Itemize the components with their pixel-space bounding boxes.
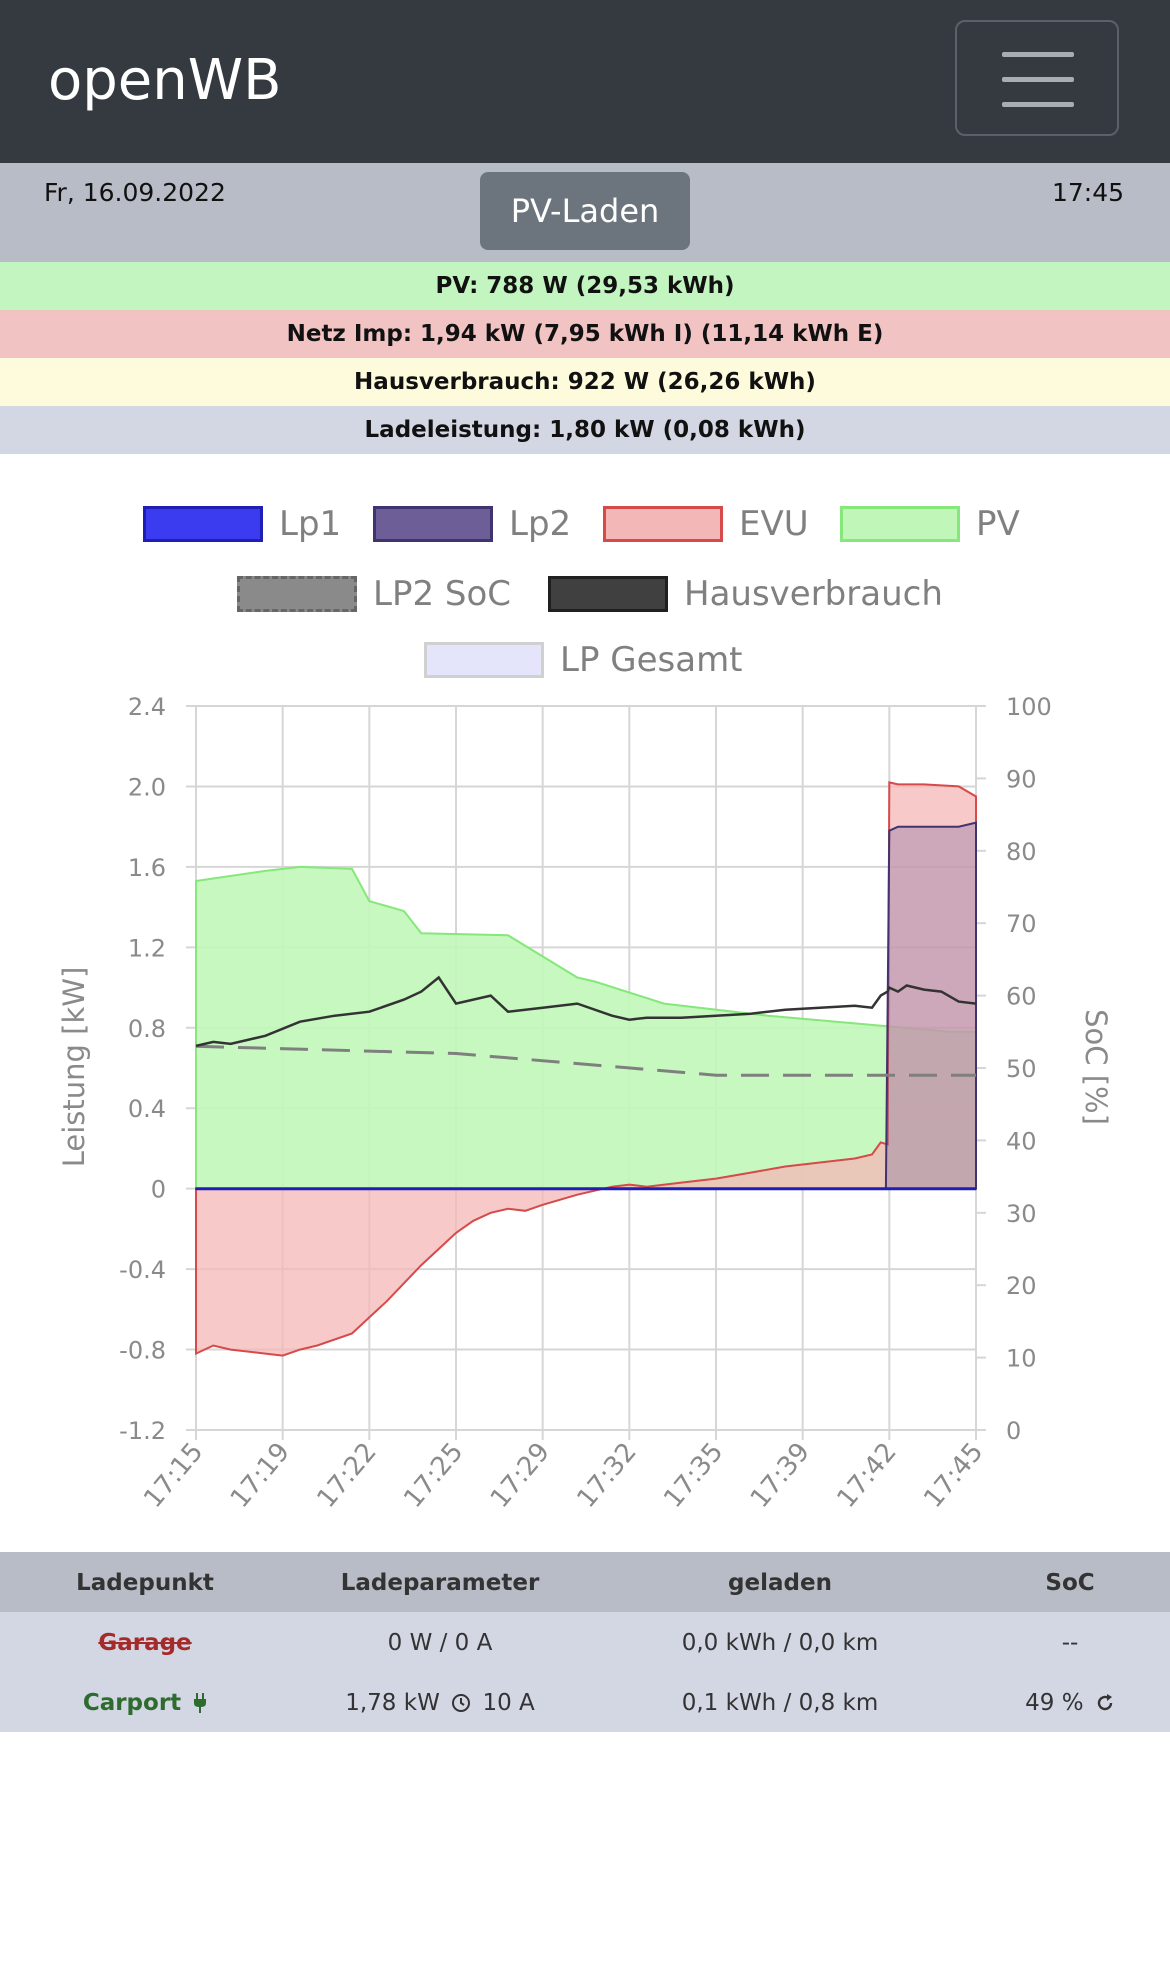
x-tick-label: 17:45: [918, 1437, 989, 1514]
legend-label: PV: [976, 504, 1020, 544]
legend-lp1[interactable]: Lp1: [143, 504, 341, 544]
legend-pv[interactable]: PV: [840, 504, 1020, 544]
menu-icon-bar: [1002, 77, 1074, 82]
charging-power-stat: Ladeleistung: 1,80 kW (0,08 kWh): [0, 406, 1170, 454]
legend-swatch: [424, 642, 544, 678]
power-chart: 2.42.01.61.20.80.40-0.4-0.8-1.2100908070…: [57, 693, 1113, 1514]
x-tick-label: 17:29: [485, 1437, 556, 1514]
grid-stat: Netz Imp: 1,94 kW (7,95 kWh I) (11,14 kW…: [0, 310, 1170, 358]
charge-point-name-carport: Carport: [82, 1690, 182, 1716]
hamburger-menu-button[interactable]: [955, 20, 1119, 136]
hausverbrauch-line: [195, 975, 977, 1048]
brand-title[interactable]: openWB: [48, 48, 282, 113]
legend-label: Lp2: [509, 504, 572, 544]
chart-lines: [195, 975, 977, 1191]
x-tick-label: 17:42: [832, 1437, 903, 1514]
y-tick-label: 0: [151, 1176, 166, 1204]
legend-label: EVU: [739, 504, 809, 544]
charge-power-carport: 1,78 kW: [345, 1690, 440, 1716]
x-tick-label: 17:32: [572, 1437, 643, 1514]
legend-lp-gesamt[interactable]: LP Gesamt: [424, 640, 743, 680]
x-tick-label: 17:35: [658, 1437, 729, 1514]
legend-swatch: [840, 506, 960, 542]
x-tick-label: 17:19: [225, 1437, 296, 1514]
charge-current-carport: 10 A: [482, 1690, 535, 1716]
refresh-icon[interactable]: [1095, 1693, 1115, 1713]
y-tick-label: 0.4: [128, 1095, 166, 1123]
y-tick-label: -0.8: [119, 1337, 166, 1365]
legend-swatch: [548, 576, 668, 612]
charge-point-name-garage[interactable]: Garage: [98, 1630, 192, 1656]
x-tick-label: 17:22: [312, 1437, 383, 1514]
charge-point-table-body: Garage 0 W / 0 A 0,0 kWh / 0,0 km -- Car…: [0, 1612, 1170, 1732]
charged-garage: 0,0 kWh / 0,0 km: [681, 1630, 879, 1656]
charged-carport: 0,1 kWh / 0,8 km: [681, 1690, 879, 1716]
y2-tick-label: 70: [1006, 910, 1037, 938]
legend-swatch: [373, 506, 493, 542]
legend-hausverbrauch[interactable]: Hausverbrauch: [548, 574, 943, 614]
legend-swatch: [237, 576, 357, 612]
col-header-soc: SoC: [1045, 1570, 1095, 1596]
y-axis-label: Leistung [kW]: [57, 967, 91, 1168]
legend-lp2-soc[interactable]: LP2 SoC: [237, 574, 511, 614]
charge-mode-button[interactable]: PV-Laden: [480, 172, 690, 250]
y-tick-label: 2.0: [128, 773, 166, 801]
chart-areas: [195, 781, 977, 1357]
y2-tick-label: 50: [1006, 1055, 1037, 1083]
y-tick-label: 1.6: [128, 854, 166, 882]
charge-params-carport: 1,78 kW 10 A: [300, 1690, 580, 1716]
x-tick-label: 17:39: [745, 1437, 816, 1514]
legend-swatch: [143, 506, 263, 542]
lp2-soc-line: [195, 1044, 976, 1077]
pv-area: [195, 865, 977, 1190]
y2-tick-label: 0: [1006, 1417, 1021, 1445]
soc-carport: 49 %: [1025, 1690, 1084, 1716]
y-tick-label: -1.2: [119, 1417, 166, 1445]
legend-label: Hausverbrauch: [684, 574, 943, 614]
charge-point-carport[interactable]: Carport: [40, 1690, 250, 1716]
menu-icon-bar: [1002, 102, 1074, 107]
menu-icon-bar: [1002, 52, 1074, 57]
charge-point-table-header: Ladepunkt Ladeparameter geladen SoC: [0, 1552, 1170, 1612]
clock-icon: [452, 1694, 471, 1712]
navbar: openWB: [0, 0, 1170, 163]
time-label: 17:45: [1051, 178, 1124, 207]
y2-axis-label: SoC [%]: [1079, 1009, 1113, 1125]
y-tick-label: 1.2: [128, 934, 166, 962]
x-tick-label: 17:15: [138, 1437, 209, 1514]
y2-tick-label: 20: [1006, 1272, 1037, 1300]
x-tick-label: 17:25: [398, 1437, 469, 1514]
soc-garage: --: [1061, 1630, 1079, 1656]
date-label: Fr, 16.09.2022: [44, 178, 226, 207]
y2-tick-label: 90: [1006, 765, 1037, 793]
plug-icon: [194, 1693, 207, 1713]
legend-label: LP Gesamt: [560, 640, 743, 680]
charge-params-garage: 0 W / 0 A: [387, 1630, 493, 1656]
y2-tick-label: 10: [1006, 1345, 1037, 1373]
y2-tick-label: 40: [1006, 1127, 1037, 1155]
col-header-geladen: geladen: [728, 1570, 832, 1596]
pv-stat: PV: 788 W (29,53 kWh): [0, 262, 1170, 310]
y-tick-label: 0.8: [128, 1015, 166, 1043]
legend-swatch: [603, 506, 723, 542]
col-header-ladepunkt: Ladepunkt: [76, 1570, 214, 1596]
col-header-ladeparameter: Ladeparameter: [340, 1570, 540, 1596]
y2-tick-label: 30: [1006, 1200, 1037, 1228]
legend-evu[interactable]: EVU: [603, 504, 809, 544]
y2-tick-label: 80: [1006, 838, 1037, 866]
y-tick-label: -0.4: [119, 1256, 166, 1284]
y-tick-label: 2.4: [128, 693, 166, 721]
house-consumption-stat: Hausverbrauch: 922 W (26,26 kWh): [0, 358, 1170, 406]
legend-label: Lp1: [279, 504, 342, 544]
y2-tick-label: 60: [1006, 983, 1037, 1011]
legend-lp2[interactable]: Lp2: [373, 504, 571, 544]
y2-tick-label: 100: [1006, 693, 1052, 721]
soc-carport-cell: 49 %: [990, 1690, 1150, 1716]
legend-label: LP2 SoC: [373, 574, 512, 614]
